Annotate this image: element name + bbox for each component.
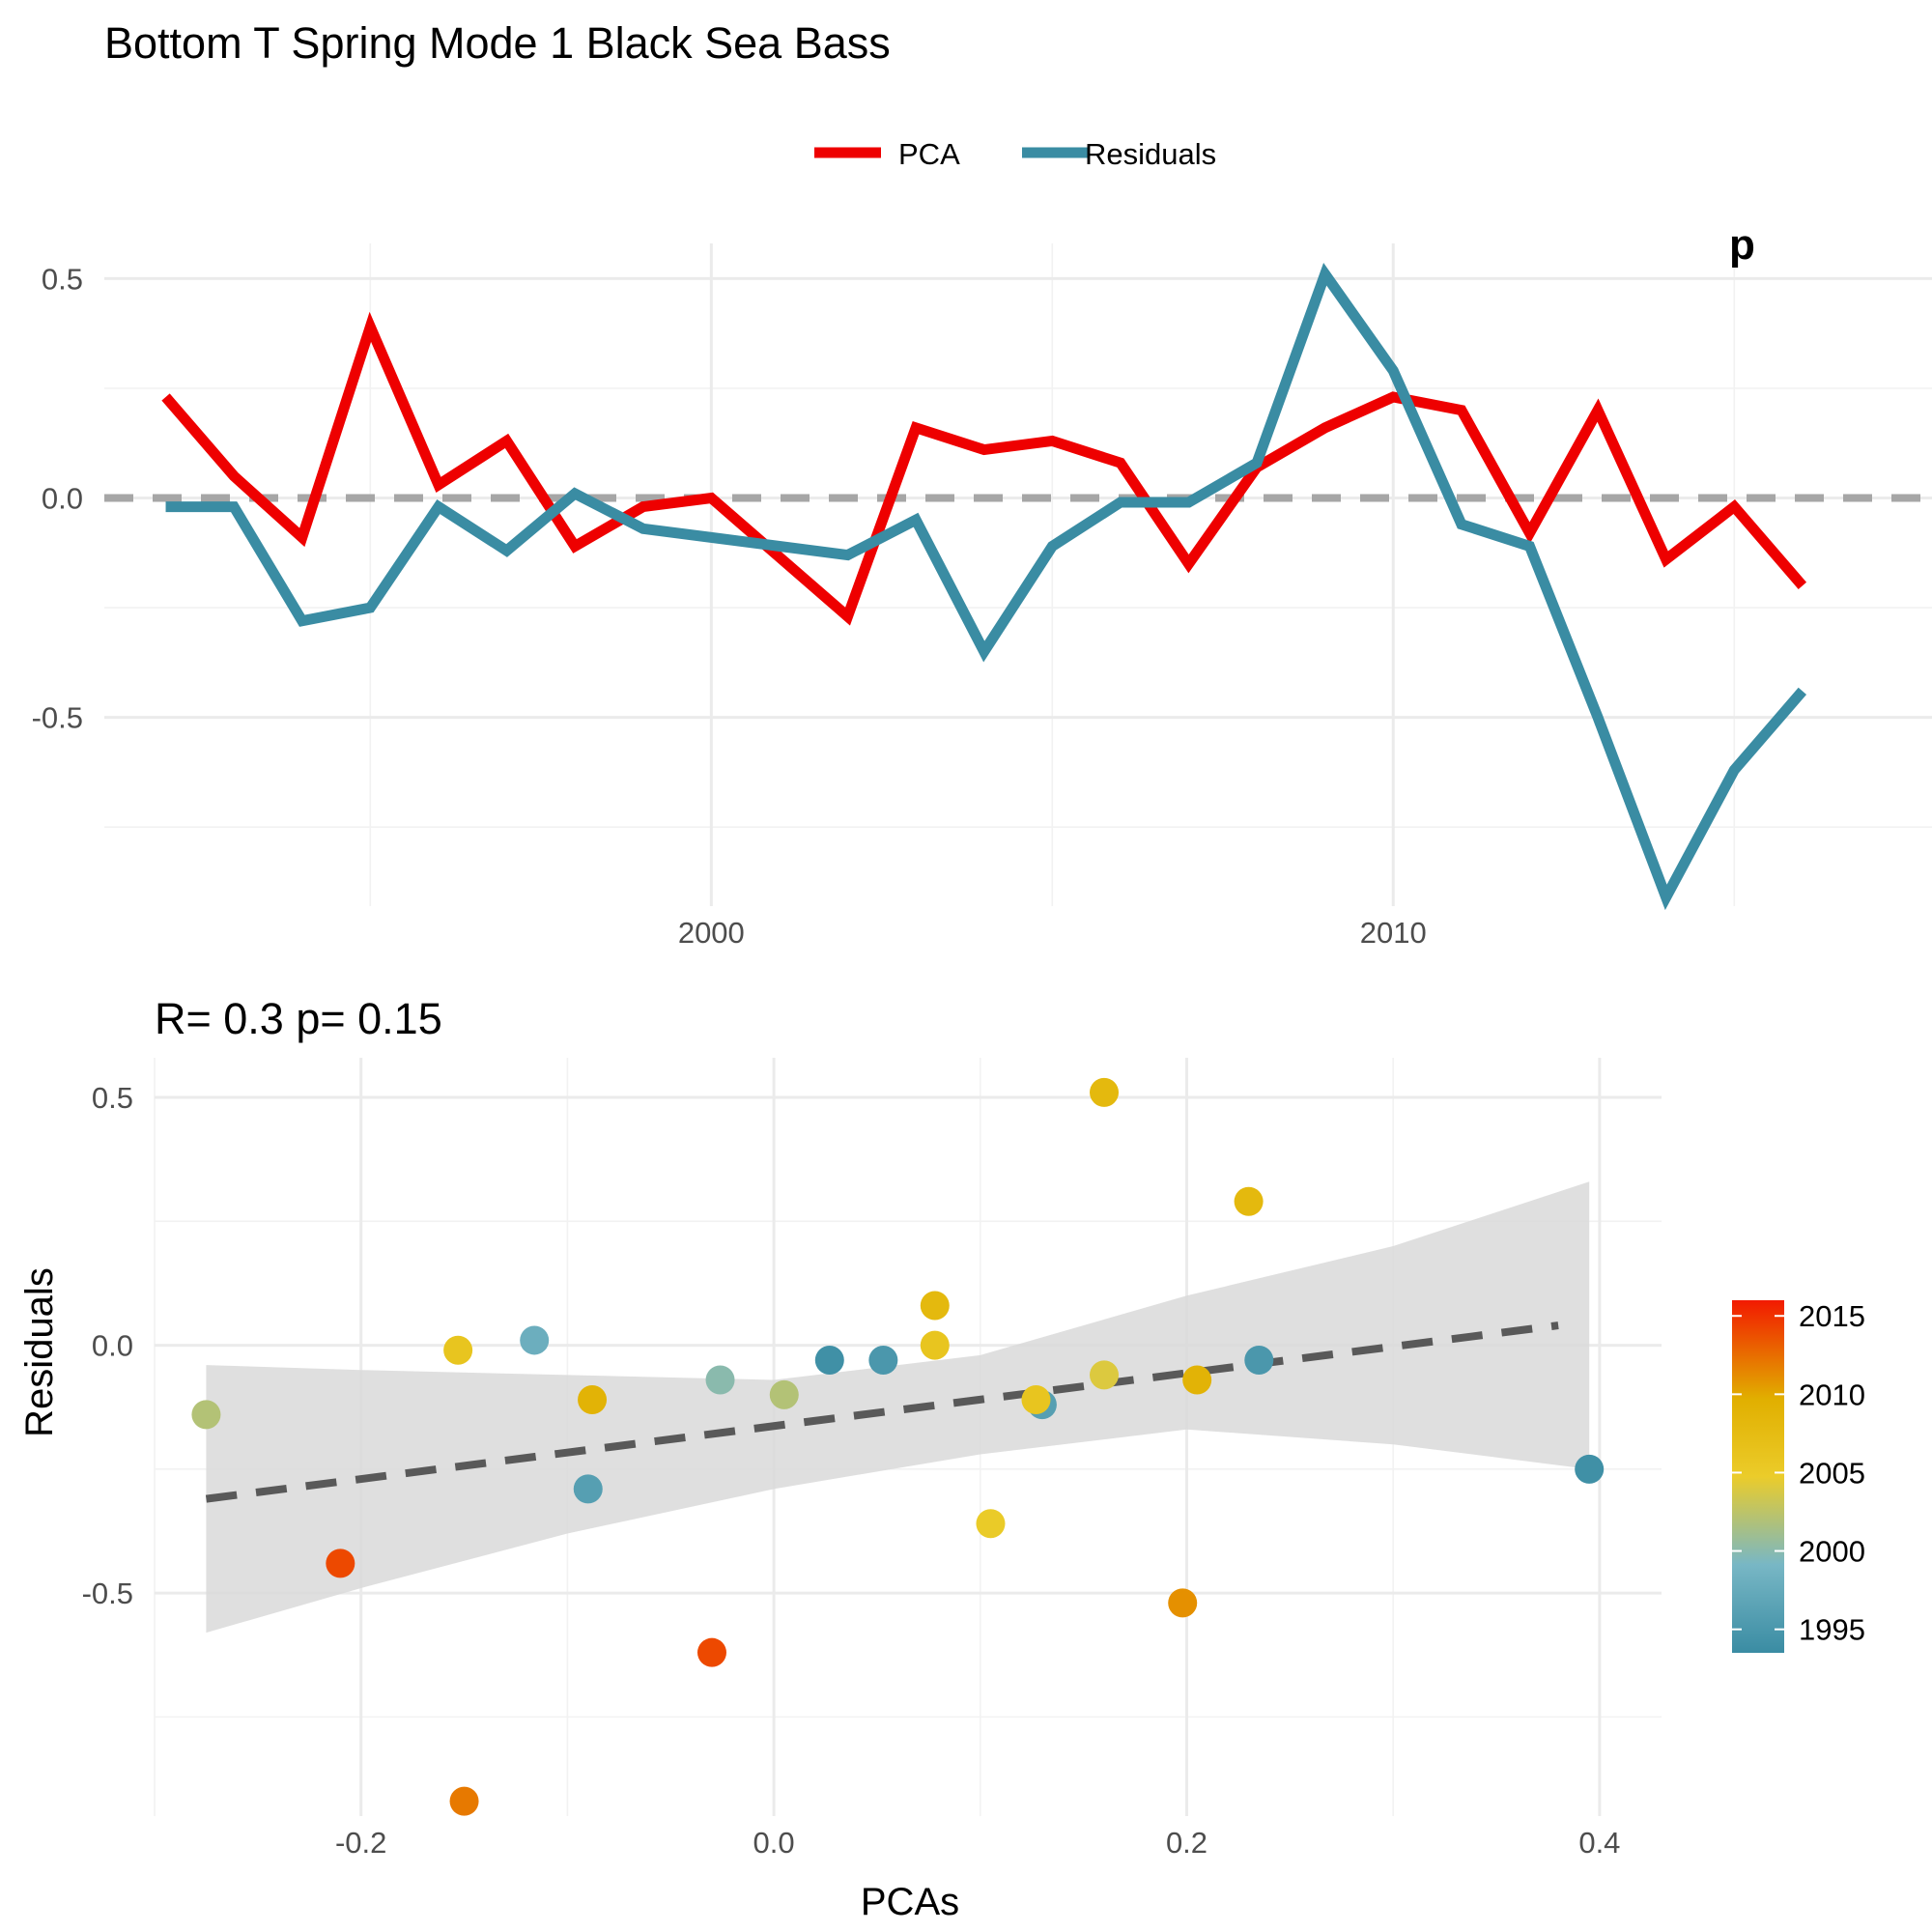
- scatter-point: [1168, 1588, 1198, 1618]
- scatter-point: [814, 1345, 844, 1375]
- x-axis-title: PCAs: [861, 1881, 959, 1923]
- figure-title: Bottom T Spring Mode 1 Black Sea Bass: [104, 18, 891, 68]
- scatter-point: [578, 1385, 608, 1415]
- timeseries-panel: 0.5 0.0 -0.5 2000 2010 p: [32, 221, 1932, 950]
- colorbar-tick-label: 1995: [1799, 1613, 1865, 1647]
- timeseries-x-tick-labels: 2000 2010: [678, 916, 1427, 950]
- x-tick-label: -0.2: [335, 1826, 386, 1860]
- scatter-point: [696, 1637, 726, 1667]
- timeseries-y-tick-labels: 0.5 0.0 -0.5: [32, 262, 83, 734]
- scatter-point: [1021, 1385, 1051, 1415]
- scatter-x-tick-labels: -0.2 0.0 0.2 0.4: [335, 1826, 1620, 1860]
- regression-line: [205, 1321, 1559, 1503]
- scatter-point: [326, 1548, 355, 1578]
- x-tick-label: 0.2: [1166, 1826, 1208, 1860]
- x-tick-label: 2000: [678, 916, 745, 950]
- scatter-point: [191, 1400, 221, 1430]
- x-tick-label: 0.0: [753, 1826, 795, 1860]
- scatter-point: [1090, 1360, 1120, 1390]
- scatter-point: [449, 1786, 479, 1816]
- scatter-point: [769, 1379, 799, 1409]
- colorbar-tick-label: 2005: [1799, 1456, 1865, 1490]
- y-tick-label: -0.5: [32, 701, 83, 735]
- scatter-point: [1244, 1345, 1274, 1375]
- y-tick-label: 0.0: [92, 1329, 133, 1363]
- y-axis-title: Residuals: [18, 1267, 61, 1437]
- series-line-residuals: [165, 263, 1807, 911]
- colorbar-tick-label: 2000: [1799, 1535, 1865, 1569]
- correlation-subtitle: R= 0.3 p= 0.15: [155, 994, 442, 1043]
- colorbar-ticks: 2015 2010 2005 2000 1995: [1732, 1299, 1865, 1647]
- scatter-point: [573, 1474, 603, 1504]
- colorbar: 2015 2010 2005 2000 1995: [1732, 1299, 1865, 1653]
- scatter-point: [976, 1509, 1006, 1539]
- scatter-point: [1090, 1077, 1120, 1107]
- scatter-panel: 0.5 0.0 -0.5 -0.2 0.0 0.2 0.4 PCAs Residuals: [18, 1058, 1662, 1923]
- corner-label-partial: p: [1729, 221, 1755, 269]
- scatter-point: [1575, 1454, 1605, 1484]
- series-line-pca: [161, 311, 1807, 626]
- scatter-point: [520, 1325, 550, 1355]
- colorbar-tick-label: 2015: [1799, 1299, 1865, 1333]
- scatter-point: [1182, 1365, 1212, 1395]
- colorbar-gradient: [1732, 1300, 1784, 1653]
- scatter-point: [920, 1291, 950, 1321]
- y-tick-label: 0.5: [42, 262, 83, 296]
- x-tick-label: 2010: [1360, 916, 1427, 950]
- x-tick-label: 0.4: [1578, 1826, 1620, 1860]
- legend-label-pca: PCA: [898, 137, 960, 171]
- y-tick-label: 0.5: [92, 1081, 133, 1115]
- scatter-point: [705, 1365, 735, 1395]
- scatter-point: [443, 1335, 473, 1365]
- legend-label-residuals: Residuals: [1085, 137, 1216, 171]
- y-tick-label: -0.5: [82, 1577, 133, 1610]
- confidence-ribbon: [206, 1181, 1590, 1634]
- scatter-y-tick-labels: 0.5 0.0 -0.5: [82, 1081, 133, 1610]
- scatter-point: [920, 1330, 950, 1360]
- legend: PCA Residuals: [814, 137, 1216, 171]
- scatter-points: [191, 1077, 1605, 1816]
- scatter-point: [868, 1345, 898, 1375]
- colorbar-tick-label: 2010: [1799, 1378, 1865, 1411]
- y-tick-label: 0.0: [42, 481, 83, 515]
- scatter-point: [1234, 1186, 1264, 1216]
